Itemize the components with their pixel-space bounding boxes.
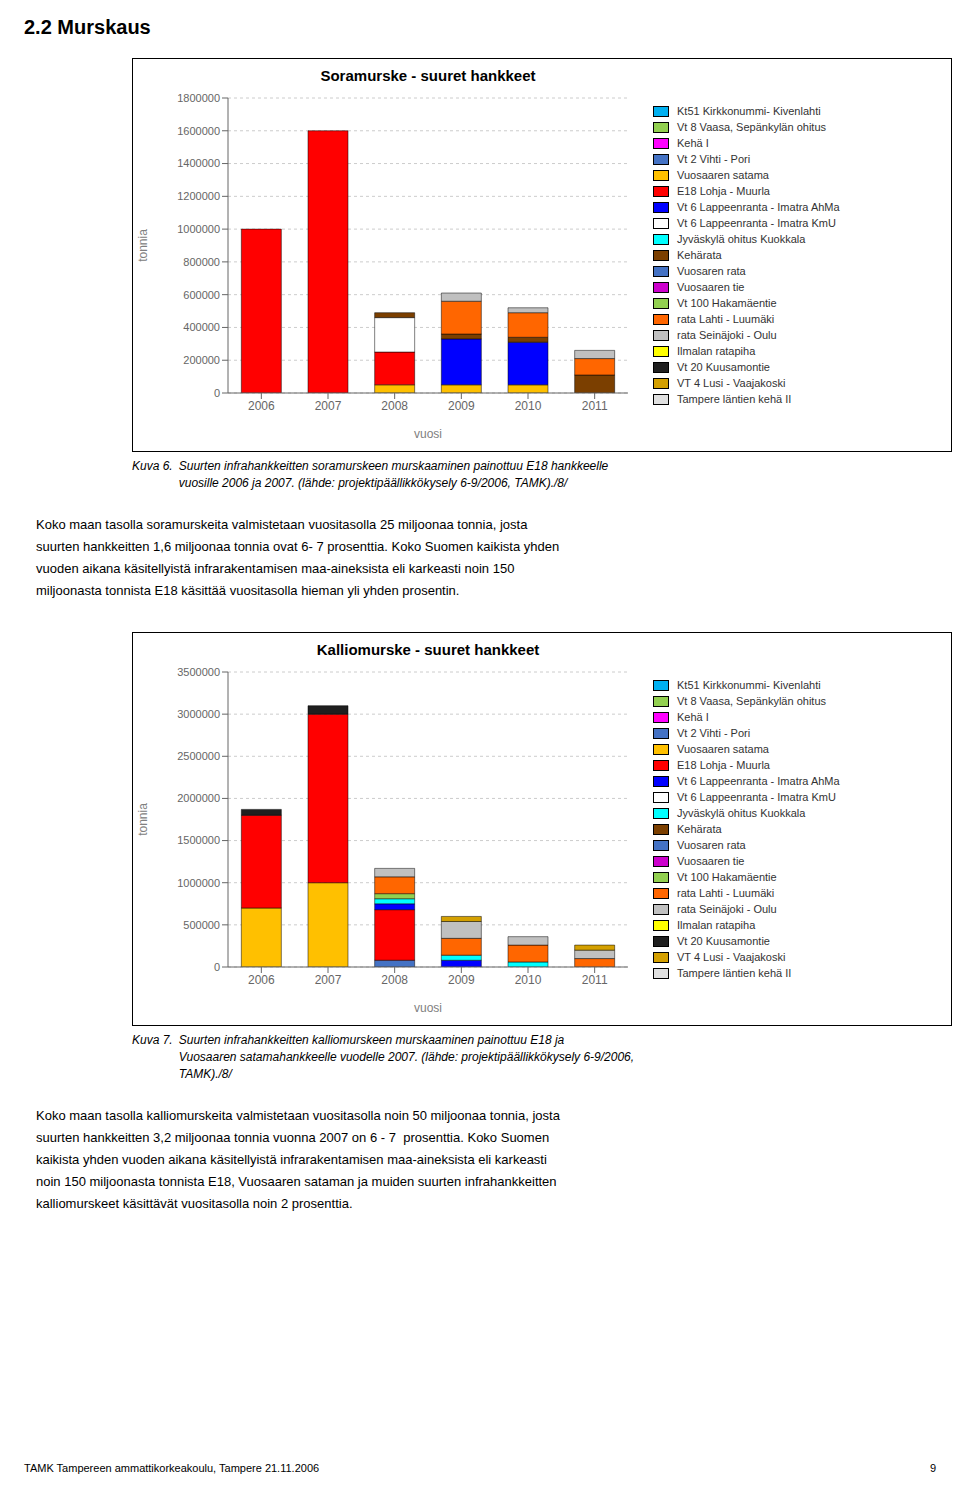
svg-text:0: 0 xyxy=(214,961,220,973)
html-text:Vt 8 Vaasa, Sepänkylän ohitus: Vt 8 Vaasa, Sepänkylän ohitus xyxy=(677,121,826,133)
html-text:Kt51 Kirkkonummi- Kivenlahti: Kt51 Kirkkonummi- Kivenlahti xyxy=(677,105,821,117)
html-text:Koko maan tasolla kalliomurske: Koko maan tasolla kalliomurskeita valmis… xyxy=(36,1108,560,1123)
html-text:Vt 20 Kuusamontie: Vt 20 Kuusamontie xyxy=(677,935,770,947)
html-text:vuosille 2006 ja 2007. (lähde:: vuosille 2006 ja 2007. (lähde: projektip… xyxy=(178,476,568,490)
html-text:suurten hankkeitten 1,6 miljoo: suurten hankkeitten 1,6 miljoonaa tonnia… xyxy=(36,539,560,554)
html-text:E18 Lohja - Muurla: E18 Lohja - Muurla xyxy=(677,185,770,197)
html-text:Kehärata: Kehärata xyxy=(677,249,722,261)
html-text:Koko maan tasolla soramurskeit: Koko maan tasolla soramurskeita valmiste… xyxy=(36,517,528,532)
svg-text:2006: 2006 xyxy=(248,399,275,413)
html-text:Kuva 7.: Kuva 7. xyxy=(132,1033,173,1047)
html-text:TAMK)./8/: TAMK)./8/ xyxy=(178,1067,232,1081)
svg-text:200000: 200000 xyxy=(183,354,220,366)
html-text:Vuosaaren tie: Vuosaaren tie xyxy=(677,855,745,867)
svg-text:0: 0 xyxy=(214,387,220,399)
svg-text:tonnia: tonnia xyxy=(136,229,150,262)
html-text:Vt 100 Hakamäentie: Vt 100 Hakamäentie xyxy=(677,297,777,309)
svg-text:1000000: 1000000 xyxy=(177,877,220,889)
svg-text:1500000: 1500000 xyxy=(177,834,220,846)
html-text:Kt51 Kirkkonummi- Kivenlahti: Kt51 Kirkkonummi- Kivenlahti xyxy=(677,679,821,691)
svg-text:1200000: 1200000 xyxy=(177,190,220,202)
svg-text:2011: 2011 xyxy=(582,399,608,413)
html-text:Vt 6 Lappeenranta - Imatra KmU: Vt 6 Lappeenranta - Imatra KmU xyxy=(677,791,836,803)
html-text:rata Lahti - Luumäki: rata Lahti - Luumäki xyxy=(677,313,775,325)
svg-text:2008: 2008 xyxy=(381,399,408,413)
html-text:2.2 Murskaus: 2.2 Murskaus xyxy=(24,16,151,38)
html-text:VT 4 Lusi - Vaajakoski: VT 4 Lusi - Vaajakoski xyxy=(677,377,786,389)
html-text:Vuosaren rata: Vuosaren rata xyxy=(677,265,746,277)
html-text:vuoden aikana käsitellyistä in: vuoden aikana käsitellyistä infrarakenta… xyxy=(36,561,515,576)
html-text:Vuosaaren tie: Vuosaaren tie xyxy=(677,281,745,293)
html-text:Ilmalan ratapiha: Ilmalan ratapiha xyxy=(677,345,756,357)
svg-text:2010: 2010 xyxy=(515,973,542,987)
svg-text:2007: 2007 xyxy=(315,973,342,987)
svg-text:1800000: 1800000 xyxy=(177,92,220,104)
html-text:rata Seinäjoki - Oulu: rata Seinäjoki - Oulu xyxy=(677,903,777,915)
html-text:Vt 20 Kuusamontie: Vt 20 Kuusamontie xyxy=(677,361,770,373)
svg-text:2007: 2007 xyxy=(315,399,342,413)
svg-text:500000: 500000 xyxy=(183,919,220,931)
svg-text:2009: 2009 xyxy=(448,973,475,987)
svg-text:2008: 2008 xyxy=(381,973,408,987)
html-text:suurten hankkeitten 3,2 miljoo: suurten hankkeitten 3,2 miljoonaa tonnia… xyxy=(36,1130,550,1145)
html-text:Kehä I: Kehä I xyxy=(677,137,709,149)
html-text:Suurten infrahankkeitten kalli: Suurten infrahankkeitten kalliomurskeen … xyxy=(178,1033,565,1047)
html-text:E18 Lohja - Muurla: E18 Lohja - Muurla xyxy=(677,759,770,771)
svg-text:2500000: 2500000 xyxy=(177,750,220,762)
svg-text:800000: 800000 xyxy=(183,256,220,268)
html-text:Vt 6 Lappeenranta - Imatra AhM: Vt 6 Lappeenranta - Imatra AhMa xyxy=(677,775,840,787)
html-text:Kehä I: Kehä I xyxy=(677,711,709,723)
svg-text:2000000: 2000000 xyxy=(177,792,220,804)
html-text:Kuva 6.: Kuva 6. xyxy=(132,459,173,473)
html-text:rata Lahti - Luumäki: rata Lahti - Luumäki xyxy=(677,887,775,899)
html-text:kalliomurskeet käsittävät vuos: kalliomurskeet käsittävät vuositasolla n… xyxy=(36,1196,353,1211)
html-text:Vuosaaren satamahankkeelle vuo: Vuosaaren satamahankkeelle vuodelle 2007… xyxy=(178,1050,635,1064)
html-text:Vt 100 Hakamäentie: Vt 100 Hakamäentie xyxy=(677,871,777,883)
svg-text:2011: 2011 xyxy=(582,973,608,987)
html-text:Suurten infrahankkeitten soram: Suurten infrahankkeitten soramurskeen mu… xyxy=(178,459,609,473)
html-text:rata Seinäjoki - Oulu: rata Seinäjoki - Oulu xyxy=(677,329,777,341)
html-text:Vuosaaren satama: Vuosaaren satama xyxy=(677,169,769,181)
html-text:VT 4 Lusi - Vaajakoski: VT 4 Lusi - Vaajakoski xyxy=(677,951,786,963)
html-text:Soramurske - suuret hankkeet: Soramurske - suuret hankkeet xyxy=(320,67,536,84)
html-text:Kehärata: Kehärata xyxy=(677,823,722,835)
html-text:Kalliomurske - suuret hankkeet: Kalliomurske - suuret hankkeet xyxy=(316,641,540,658)
svg-text:400000: 400000 xyxy=(183,321,220,333)
html-text:Vt 8 Vaasa, Sepänkylän ohitus: Vt 8 Vaasa, Sepänkylän ohitus xyxy=(677,695,826,707)
html-text:Vt 6 Lappeenranta - Imatra AhM: Vt 6 Lappeenranta - Imatra AhMa xyxy=(677,201,840,213)
html-text:Tampere läntien kehä II: Tampere läntien kehä II xyxy=(677,393,792,405)
html-text:9: 9 xyxy=(929,1462,936,1474)
html-text:Jyväskylä ohitus Kuokkala: Jyväskylä ohitus Kuokkala xyxy=(677,233,806,245)
html-text:miljoonasta tonnista E18 käsit: miljoonasta tonnista E18 käsittää vuosit… xyxy=(36,583,460,598)
html-text:TAMK Tampereen ammattikorkeako: TAMK Tampereen ammattikorkeakoulu, Tampe… xyxy=(24,1462,320,1474)
svg-text:600000: 600000 xyxy=(183,289,220,301)
svg-text:3500000: 3500000 xyxy=(177,666,220,678)
svg-text:vuosi: vuosi xyxy=(414,1001,442,1015)
html-text:Vuosaaren satama: Vuosaaren satama xyxy=(677,743,769,755)
svg-text:1400000: 1400000 xyxy=(177,157,220,169)
html-text:Vt 6 Lappeenranta - Imatra KmU: Vt 6 Lappeenranta - Imatra KmU xyxy=(677,217,836,229)
html-text:Vt 2 Vihti - Pori: Vt 2 Vihti - Pori xyxy=(677,727,751,739)
svg-text:vuosi: vuosi xyxy=(414,427,442,441)
svg-text:1600000: 1600000 xyxy=(177,125,220,137)
html-text:noin 150 miljoonasta tonnista: noin 150 miljoonasta tonnista E18, Vuosa… xyxy=(36,1174,557,1189)
html-text:Tampere läntien kehä II: Tampere läntien kehä II xyxy=(677,967,792,979)
html-text:Vt 2 Vihti - Pori: Vt 2 Vihti - Pori xyxy=(677,153,751,165)
svg-text:3000000: 3000000 xyxy=(177,708,220,720)
html-text:Vuosaren rata: Vuosaren rata xyxy=(677,839,746,851)
html-text:kaikista yhden vuoden aikana k: kaikista yhden vuoden aikana käsitellyis… xyxy=(36,1152,547,1167)
svg-text:1000000: 1000000 xyxy=(177,223,220,235)
svg-text:2010: 2010 xyxy=(515,399,542,413)
svg-text:2006: 2006 xyxy=(248,973,275,987)
html-text:Jyväskylä ohitus Kuokkala: Jyväskylä ohitus Kuokkala xyxy=(677,807,806,819)
html-text:Ilmalan ratapiha: Ilmalan ratapiha xyxy=(677,919,756,931)
svg-text:tonnia: tonnia xyxy=(136,803,150,836)
svg-text:2009: 2009 xyxy=(448,399,475,413)
